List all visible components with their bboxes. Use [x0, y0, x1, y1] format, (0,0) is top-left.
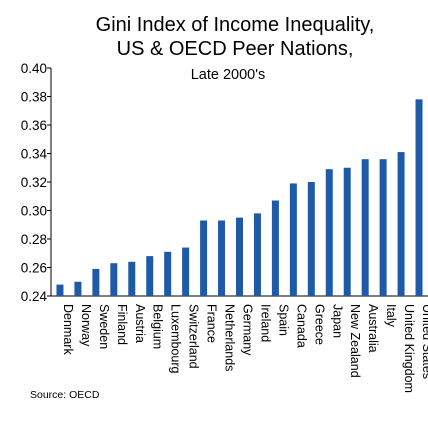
x-category-label: France	[205, 304, 219, 343]
x-category-label: Japan	[330, 304, 344, 338]
x-category-label: Greece	[312, 304, 326, 345]
bar	[325, 169, 333, 296]
bar	[271, 200, 279, 296]
bar	[397, 152, 405, 296]
x-category-label: New Zealand	[348, 304, 362, 378]
chart-title-line-1: Gini Index of Income Inequality,	[96, 14, 375, 36]
y-tick-label: 0.34	[21, 147, 48, 162]
bar	[236, 217, 243, 296]
bar	[164, 251, 172, 296]
y-tick-label: 0.30	[21, 204, 47, 219]
y-tick-label: 0.28	[21, 232, 47, 247]
bar	[415, 99, 423, 296]
y-axis-ticks: 0.24 0.26 0.28 0.30 0.32 0.34 0.36 0.38 0.40	[21, 61, 51, 304]
bar	[361, 159, 369, 296]
bar	[307, 182, 315, 296]
bar	[343, 167, 351, 296]
bar	[92, 268, 100, 296]
y-tick-label: 0.26	[21, 261, 47, 276]
bar	[74, 281, 82, 296]
bar	[253, 213, 261, 296]
y-tick-label: 0.40	[21, 61, 47, 76]
x-category-label: Switzerland	[187, 304, 201, 369]
y-tick-label: 0.32	[21, 175, 47, 190]
bar	[218, 220, 226, 296]
x-category-label: Germany	[241, 304, 255, 356]
x-category-label: Australia	[366, 304, 380, 353]
x-category-label: Austria	[133, 304, 147, 343]
chart-subtitle: Late 2000's	[191, 67, 266, 83]
x-category-label: United Kingdom	[402, 304, 416, 393]
x-category-label: Canada	[294, 304, 308, 348]
bar	[289, 183, 297, 296]
x-category-label: Denmark	[61, 304, 75, 355]
x-category-label: Netherlands	[223, 304, 237, 371]
source-note: Source: OECD	[30, 389, 100, 401]
bar	[200, 220, 208, 296]
bar	[110, 263, 118, 296]
bars	[56, 99, 423, 296]
bar	[56, 284, 64, 296]
bar	[379, 159, 387, 296]
y-tick-label: 0.36	[21, 118, 47, 133]
x-category-label: Finland	[115, 304, 129, 345]
y-tick-label: 0.24	[21, 289, 48, 304]
x-category-label: United States	[420, 304, 428, 379]
x-category-label: Norway	[79, 304, 93, 347]
y-tick-label: 0.38	[21, 90, 47, 105]
x-category-label: Spain	[276, 304, 290, 336]
x-axis-labels: Denmark Norway Sweden Finland Austria Belgium…	[61, 304, 428, 393]
x-category-label: Sweden	[97, 304, 111, 349]
bar	[146, 256, 154, 296]
x-category-label: Belgium	[151, 304, 165, 349]
x-category-label: Italy	[384, 304, 398, 328]
chart-title-line-2: US & OECD Peer Nations,	[117, 38, 354, 60]
x-category-label: Luxembourg	[169, 304, 183, 374]
bar	[128, 261, 136, 296]
x-category-label: Ireland	[258, 304, 272, 342]
bar	[182, 247, 190, 296]
